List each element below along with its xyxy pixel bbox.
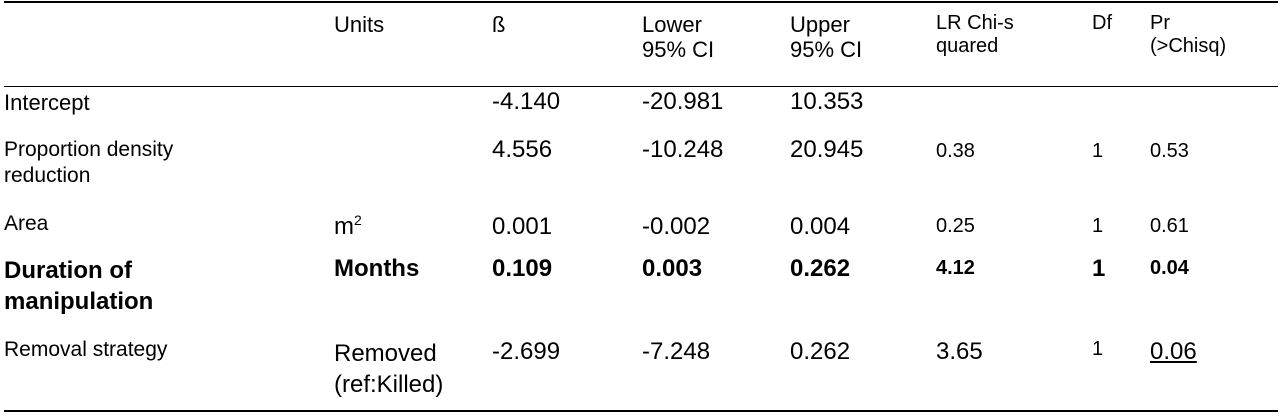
cell-lr: 3.65	[936, 338, 983, 365]
row-label-area: Area	[4, 212, 49, 235]
header-upper-ci: Upper 95% CI	[790, 12, 863, 63]
header-lower-ci: Lower 95% CI	[642, 12, 715, 63]
cell-beta: 4.556	[492, 136, 553, 163]
cell-units-area: m2	[334, 212, 362, 240]
cell-df: 1	[1092, 338, 1104, 360]
cell-lr: 0.38	[936, 140, 975, 162]
cell-pr: 0.61	[1150, 215, 1189, 237]
cell-beta: 0.001	[492, 213, 553, 240]
cell-upper: 0.262	[790, 255, 851, 282]
cell-df: 1	[1092, 215, 1104, 237]
cell-lower: -20.981	[642, 88, 724, 115]
cell-beta: -4.140	[492, 88, 561, 115]
header-units: Units	[334, 12, 385, 37]
row-label-removal-strategy: Removal strategy	[4, 338, 168, 361]
row-label-intercept: Intercept	[4, 90, 90, 115]
header-lr-chi-squared: LR Chi-squared	[936, 12, 1014, 57]
cell-units-duration: Months	[334, 255, 420, 282]
cell-upper: 0.004	[790, 213, 851, 240]
header-df: Df	[1092, 12, 1112, 34]
row-label-duration-of-manipulation: Duration of manipulation	[4, 257, 154, 316]
cell-pr: 0.53	[1150, 140, 1189, 162]
cell-lower: -0.002	[642, 213, 711, 240]
row-label-proportion-density-reduction: Proportion density reduction	[4, 138, 174, 188]
cell-pr: 0.04	[1150, 257, 1189, 279]
cell-lower: -10.248	[642, 136, 724, 163]
header-rule	[4, 86, 1278, 87]
cell-lr: 4.12	[936, 257, 975, 279]
cell-df: 1	[1092, 140, 1104, 162]
cell-units-removal: Removed (ref:Killed)	[334, 340, 444, 399]
cell-lower: 0.003	[642, 255, 703, 282]
cell-upper: 10.353	[790, 88, 864, 115]
header-pr-chisq: Pr (>Chisq)	[1150, 12, 1227, 57]
table-top-rule	[4, 1, 1278, 3]
cell-lr: 0.25	[936, 215, 975, 237]
cell-upper: 20.945	[790, 136, 864, 163]
cell-lower: -7.248	[642, 338, 711, 365]
header-beta: ß	[492, 12, 506, 37]
cell-pr: 0.06	[1150, 338, 1197, 365]
table-bottom-rule	[4, 410, 1278, 412]
cell-upper: 0.262	[790, 338, 851, 365]
cell-df: 1	[1092, 255, 1106, 282]
cell-beta: 0.109	[492, 255, 553, 282]
cell-beta: -2.699	[492, 338, 561, 365]
